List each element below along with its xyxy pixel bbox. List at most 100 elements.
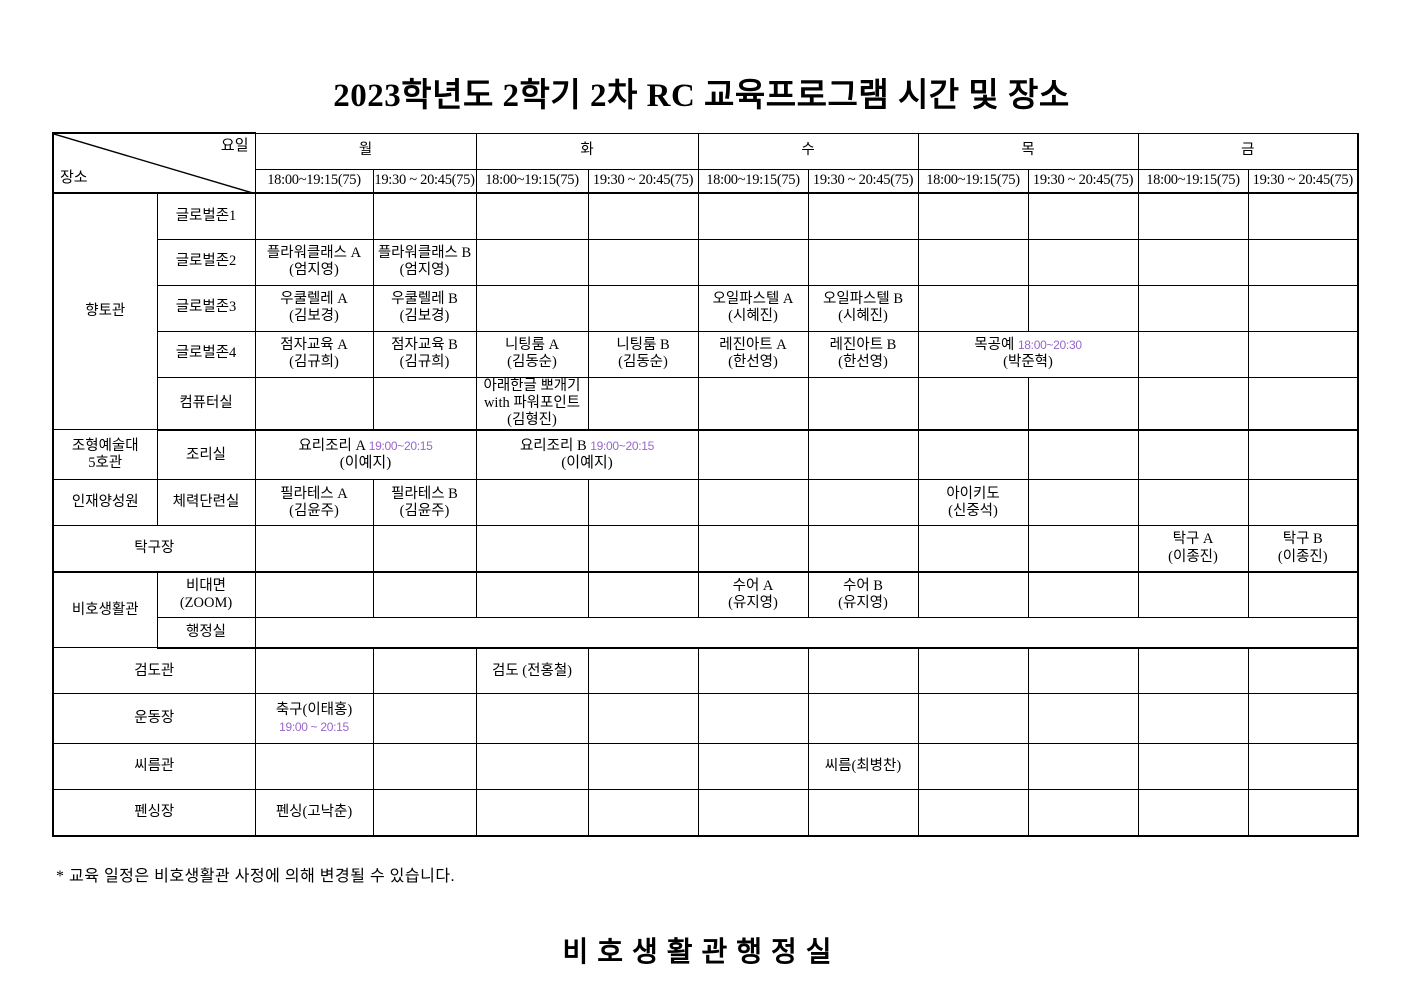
cell-gz4-fri-2 [1247,330,1359,378]
page-title: 2023학년도 2학기 2차 RC 교육프로그램 시간 및 장소 [333,78,1070,114]
cell-fitness-tue-1 [475,479,589,527]
cell-gz4-wed-2: 레진아트 B (한선영) [807,330,919,378]
signature-text: 비호생활관행정실 [562,937,841,968]
cell-kendo-thu-2 [1027,647,1139,695]
class-teacher: (김규희) [289,354,339,370]
cell-kitchen-fri-1 [1137,429,1249,481]
day-header-fri: 금 [1137,132,1359,170]
cell-kitchen-fri-2 [1247,429,1359,481]
time-header-thu-1: 18:00~19:15(75) [917,168,1029,194]
cell-ssireum-tue-1 [475,743,589,791]
cell-gz1-mon-2 [372,192,477,240]
cell-fitness-fri-1 [1137,479,1249,527]
room-gz1: 글로벌존1 [156,192,256,240]
class-teacher: (이예지) [339,454,392,471]
cell-field-wed-2 [807,693,919,745]
time-header-tue-2: 19:30 ~ 20:45(75) [587,168,699,194]
class-title-line: 목공예 18:00~20:30 [919,337,1138,354]
cell-fencing-thu-1 [917,789,1029,837]
class-teacher: (김형진) [507,411,557,428]
room-fencing: 펜싱장 [52,789,256,837]
class-name: 점자교육 B [391,336,458,353]
cell-computer-tue-1: 아래한글 뽀개기 with 파워포인트 (김형진) [475,376,589,431]
class-name: 아래한글 뽀개기 [483,377,581,394]
class-teacher: (엄지영) [289,262,339,278]
table-row-office: 행정실 [53,617,1359,649]
cell-fencing-tue-2 [587,789,699,837]
cell-tt-wed-1 [697,525,809,573]
table-row-fencing: 펜싱장 펜싱(고낙춘) [52,789,1359,837]
cell-kendo-fri-2 [1247,647,1359,695]
cell-gz1-wed-1 [697,192,809,240]
cell-tt-tue-1 [475,525,589,573]
class-name: 목공예 [974,336,1015,353]
time-header-mon-1: 18:00~19:15(75) [254,168,374,194]
class-teacher: (한선영) [728,354,778,370]
cell-gz1-tue-1 [475,192,589,240]
class-teacher: (이예지) [561,454,613,471]
cell-zoom-fri-1 [1137,570,1249,619]
cell-ssireum-wed-1 [697,743,809,791]
cell-gz1-fri-1 [1137,192,1249,240]
room-gz4: 글로벌존4 [156,330,256,378]
class-name: 요리조리 A [298,437,366,454]
corner-cell: 요일 장소 [52,132,256,194]
class-name: 우쿨렐레 A [280,290,348,307]
cell-computer-thu-2 [1027,376,1139,431]
cell-kendo-tue-2 [587,647,699,695]
diagonal-divider-icon [54,134,255,194]
room-zoom: 비대면 (ZOOM) [156,570,256,619]
cell-gz3-fri-2 [1247,284,1359,332]
table-row-gz1: 향토관 글로벌존1 [52,192,1359,431]
cell-kendo-wed-1 [697,647,809,695]
cell-fitness-mon-1: 필라테스 A (김윤주) [254,479,374,527]
cell-zoom-mon-1 [254,570,374,619]
room-tabletennis: 탁구장 [52,525,256,573]
cell-kendo-mon-1 [254,647,374,695]
building-injae: 인재양성원 [52,479,158,527]
cell-computer-mon-1 [254,376,374,431]
cell-gz2-mon-1: 플라워클래스 A (엄지영) [254,238,374,286]
cell-computer-fri-2 [1247,376,1359,431]
table-row-computer: 컴퓨터실 아래한글 뽀개기 with 파워포인트 (김형진) [53,376,1359,431]
cell-tt-fri-2: 탁구 B (이종진) [1247,525,1359,573]
cell-gz4-mon-2: 점자교육 B (김규희) [372,330,477,378]
class-teacher: (신중석) [948,502,998,519]
cell-gz4-thu-woodcraft: 목공예 18:00~20:30 (박준혁) [917,330,1139,378]
cell-fitness-thu-1: 아이키도 (신중석) [917,479,1029,527]
class-teacher: (유지영) [838,595,888,612]
cell-fencing-wed-2 [807,789,919,837]
cell-zoom-thu-1 [917,570,1029,619]
cell-kitchen-mon-cooking-a: 요리조리 A 19:00~20:15 (이예지) [254,429,477,481]
cell-fitness-tue-2 [587,479,699,527]
building-hyangto: 향토관 [52,192,158,431]
table-row-fitness: 인재양성원 체력단련실 필라테스 A (김윤주) 필라테스 B (김윤주) 아이… [52,479,1359,527]
cell-kendo-thu-1 [917,647,1029,695]
cell-gz2-mon-2: 플라워클래스 B (엄지영) [372,238,477,286]
class-teacher: (유지영) [728,595,778,612]
cell-computer-tue-2 [587,376,699,431]
cell-gz1-mon-1 [254,192,374,240]
cell-gz2-wed-2 [807,238,919,286]
cell-fencing-wed-1 [697,789,809,837]
cell-fencing-mon-2 [372,789,477,837]
room-office: 행정실 [156,617,256,649]
cell-ssireum-thu-1 [917,743,1029,791]
time-header-tue-1: 18:00~19:15(75) [475,168,589,194]
cell-office-all [254,617,1359,649]
class-name: 우쿨렐레 B [391,290,458,307]
class-name-line2: with 파워포인트 [483,394,581,411]
time-header-mon-2: 19:30 ~ 20:45(75) [372,168,477,194]
cell-fencing-mon-1: 펜싱(고낙춘) [254,789,374,837]
cell-gz1-thu-1 [917,192,1029,240]
cell-gz2-fri-2 [1247,238,1359,286]
cell-zoom-mon-2 [372,570,477,619]
class-teacher: (시혜진) [728,308,778,324]
class-name: 오일파스텔 B [823,290,903,307]
table-row-field: 운동장 축구(이태홍) 19:00 ~ 20:15 [52,693,1359,745]
day-header-tue: 화 [475,132,699,170]
class-name: 요리조리 B [519,437,587,454]
cell-gz3-mon-1: 우쿨렐레 A (김보경) [254,284,374,332]
cell-gz3-mon-2: 우쿨렐레 B (김보경) [372,284,477,332]
cell-gz1-fri-2 [1247,192,1359,240]
